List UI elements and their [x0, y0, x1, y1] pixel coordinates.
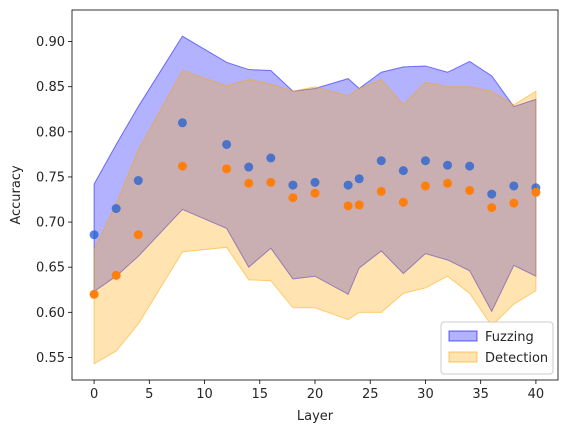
data-points [89, 118, 541, 299]
x-tick-label: 0 [90, 387, 98, 402]
x-tick-label: 30 [417, 387, 434, 402]
detection-point [354, 200, 364, 210]
fuzzing-point [288, 180, 298, 190]
detection-point [398, 197, 408, 207]
x-tick-label: 20 [307, 387, 324, 402]
y-tick-label: 0.90 [36, 35, 65, 50]
y-tick-label: 0.60 [36, 306, 65, 321]
detection-point [177, 161, 187, 171]
fuzzing-point [244, 162, 254, 172]
fuzzing-point [398, 166, 408, 176]
y-tick-label: 0.80 [36, 125, 65, 140]
detection-point [288, 193, 298, 203]
detection-point [244, 178, 254, 188]
detection-point [443, 178, 453, 188]
fuzzing-point [487, 189, 497, 199]
detection-point [310, 188, 320, 198]
fuzzing-point [420, 156, 430, 166]
legend: Fuzzing Detection [440, 321, 554, 375]
x-tick-label: 25 [362, 387, 379, 402]
x-axis-ticks: 0 5 10 15 20 25 30 35 40 [90, 380, 544, 402]
x-tick-label: 5 [145, 387, 153, 402]
x-tick-label: 10 [196, 387, 213, 402]
x-tick-label: 40 [528, 387, 545, 402]
detection-point [89, 289, 99, 299]
fuzzing-point [509, 181, 519, 191]
detection-point [531, 187, 541, 197]
detection-point [376, 186, 386, 196]
x-axis-label: Layer [297, 409, 334, 424]
legend-label: Fuzzing [485, 330, 534, 345]
fuzzing-point [177, 118, 187, 128]
legend-box [440, 321, 554, 375]
detection-point [111, 270, 121, 280]
fuzzing-point [266, 153, 276, 163]
fuzzing-point [354, 174, 364, 184]
fuzzing-point [111, 204, 121, 214]
y-tick-label: 0.65 [36, 261, 65, 276]
x-tick-label: 35 [472, 387, 489, 402]
detection-band [93, 69, 537, 365]
fuzzing-point [376, 156, 386, 166]
x-tick-label: 15 [251, 387, 268, 402]
y-tick-label: 0.85 [36, 80, 65, 95]
detection-point [465, 185, 475, 195]
detection-point [509, 198, 519, 208]
detection-point [343, 201, 353, 211]
fuzzing-point [89, 230, 99, 240]
detection-point [266, 177, 276, 187]
detection-point [222, 164, 232, 174]
fuzzing-point [443, 160, 453, 170]
y-tick-label: 0.75 [36, 170, 65, 185]
detection-point [133, 230, 143, 240]
y-tick-label: 0.55 [36, 351, 65, 366]
legend-swatch [448, 351, 478, 363]
fuzzing-point [465, 161, 475, 171]
detection-point [487, 203, 497, 213]
fuzzing-point [310, 177, 320, 187]
detection-point [420, 181, 430, 191]
y-tick-label: 0.70 [36, 216, 65, 231]
fuzzing-point [343, 180, 353, 190]
fuzzing-point [133, 176, 143, 186]
y-axis-ticks: 0.55 0.60 0.65 0.70 0.75 0.80 0.85 0.90 [36, 35, 72, 366]
legend-label: Detection [485, 351, 548, 366]
legend-swatch [448, 330, 478, 342]
y-axis-label: Accuracy [9, 165, 24, 225]
fuzzing-point [222, 139, 232, 149]
confidence-bands [93, 35, 537, 365]
